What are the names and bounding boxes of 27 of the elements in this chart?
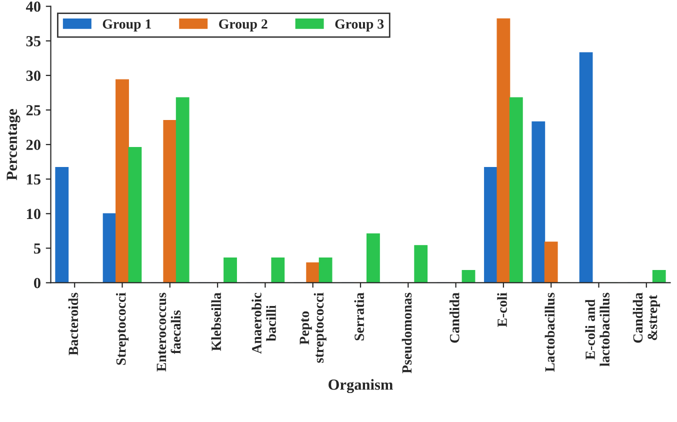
x-tick-label: Streptococci bbox=[116, 292, 129, 365]
y-tick-label: 5 bbox=[34, 243, 40, 254]
y-tick-label: 40 bbox=[26, 1, 40, 12]
legend-label: Group 2 bbox=[219, 19, 268, 32]
x-tick-label: Klebseilla bbox=[211, 292, 222, 351]
x-tick-label: Enterococcus faecalis bbox=[156, 292, 181, 372]
y-axis-title: Percentage bbox=[6, 109, 20, 180]
x-tick-label: Anaerobic bacilli bbox=[252, 292, 276, 354]
x-axis-title: Organism bbox=[328, 379, 393, 394]
y-tick-label: 30 bbox=[26, 70, 40, 81]
legend-label: Group 3 bbox=[335, 19, 384, 32]
x-tick-label: Lactobacillus bbox=[544, 292, 555, 372]
y-tick-label: 15 bbox=[27, 174, 40, 185]
x-tick-label: Pseudomonas bbox=[402, 292, 412, 374]
x-tick-label: E-coli and lactobacillus bbox=[585, 292, 610, 366]
x-tick-label: Serratia bbox=[354, 292, 364, 340]
x-tick-label: Pepto streptococci bbox=[300, 292, 326, 363]
legend-label: Group 1 bbox=[102, 19, 151, 32]
y-tick-label: 20 bbox=[26, 140, 40, 150]
y-tick-label: 25 bbox=[26, 105, 40, 116]
x-tick-label: Candida &strept bbox=[632, 292, 660, 343]
x-tick-label: Candida bbox=[450, 292, 460, 343]
y-tick-label: 10 bbox=[27, 208, 40, 220]
y-tick-label: 35 bbox=[26, 36, 40, 46]
y-tick-label: 0 bbox=[34, 278, 40, 288]
x-tick-label: Bacteroids bbox=[68, 292, 78, 356]
x-tick-label: E-coli bbox=[497, 292, 507, 327]
